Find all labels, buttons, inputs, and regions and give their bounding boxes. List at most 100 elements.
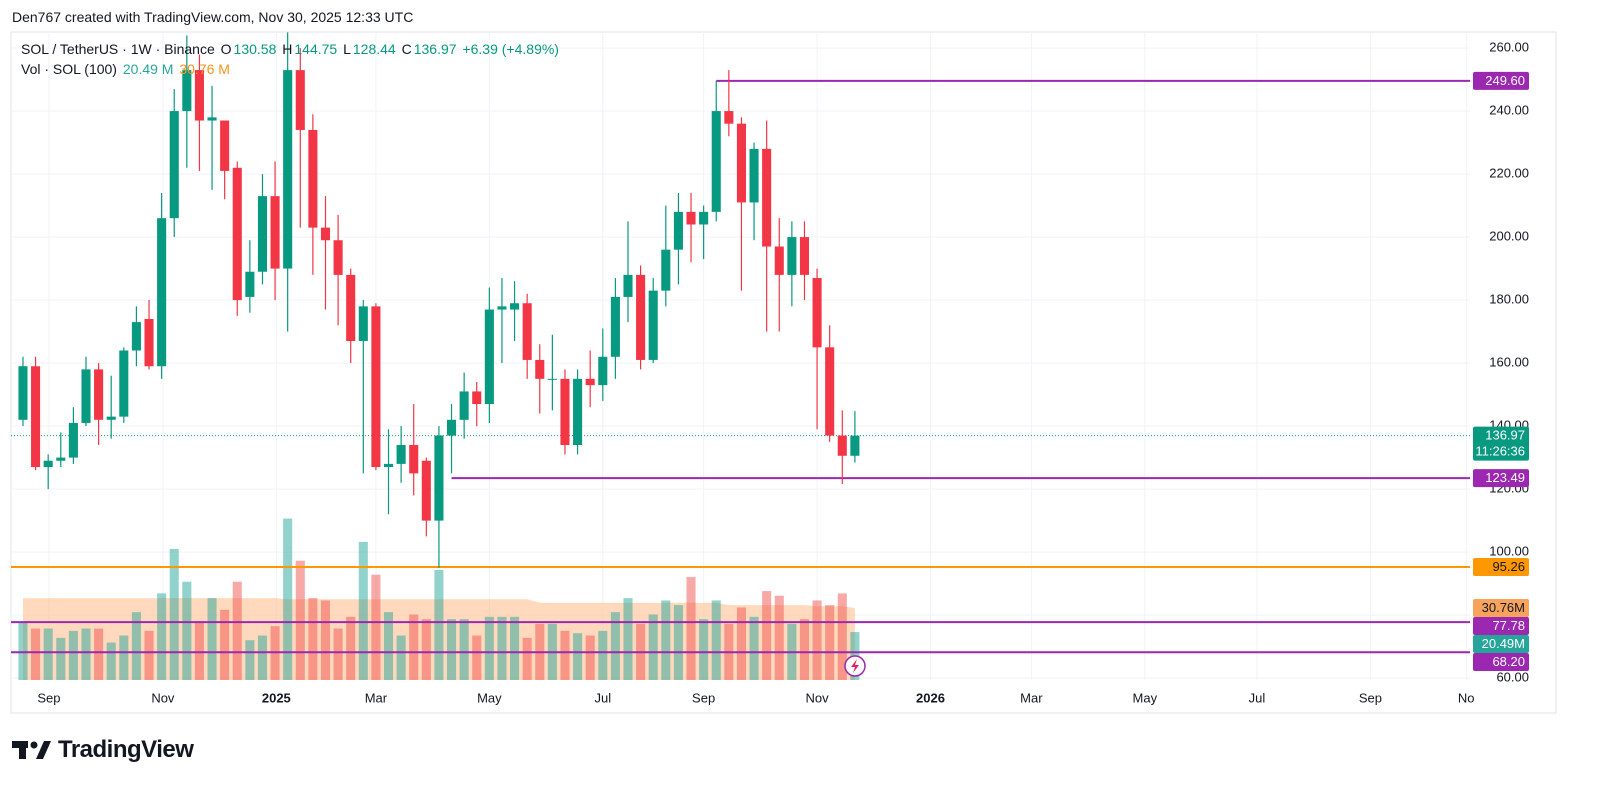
volume-bar [333,628,343,680]
candle-body [106,416,116,420]
volume-bar [220,609,230,680]
change: +6.39 (+4.89%) [462,41,559,57]
volume-bar [31,628,41,680]
volume-bar [421,619,431,680]
candle-body [383,463,394,468]
candle-body [346,274,356,342]
candle-body [131,322,141,351]
candle-body [421,460,431,521]
ohlc-key: L [343,41,351,57]
candle-body [837,435,847,456]
y-tick-label: 180.00 [1489,292,1529,307]
candle-body [522,303,532,360]
candle-body [812,278,822,348]
y-tick-label: 60.00 [1496,670,1529,685]
volume-bar [774,595,784,680]
volume-bar [585,635,595,680]
volume-bar [94,628,104,680]
levels [11,79,1470,654]
volume-bar [346,616,356,680]
candle-body [661,249,671,291]
price-tag-label: 68.20 [1492,654,1525,669]
candle-body [762,148,772,247]
candle-body [825,347,835,436]
candle-body [257,196,268,272]
volume-bar [762,591,772,680]
price-tag: 249.60 [1473,71,1529,90]
price-tag: 123.49 [1473,469,1529,488]
candle-body [472,391,482,405]
volume-bar [459,619,469,680]
candle-body [119,350,129,417]
candle-body [68,422,78,458]
price-tag-label: 20.49M [1482,636,1525,651]
candle-body [711,111,721,212]
volume-bar [749,616,759,680]
ohlc-value: 128.44 [352,41,396,57]
x-tick-label: Sep [1359,690,1382,705]
price-tag-label: 249.60 [1485,73,1525,88]
candle-body [484,309,494,405]
candle-body [43,460,53,468]
volume-bar [295,560,305,680]
price-tag: 30.76M [1473,599,1529,618]
y-tick-label: 240.00 [1489,103,1529,118]
volume-legend: Vol · SOL (100) 20.49 M 30.76 M [21,61,232,77]
volume-bar [623,598,633,680]
candle-body [774,246,784,275]
candle-body [787,237,797,275]
volume-bar [18,621,28,680]
volume-bar [673,605,683,680]
candle-body [547,378,557,380]
candles [18,32,860,568]
volume-bar [699,619,709,680]
price-tag-label: 77.78 [1492,618,1525,633]
price-tag-bg [1473,635,1529,654]
brand: TradingView [58,736,194,763]
header: Den767 created with TradingView.com, Nov… [12,9,414,25]
candle-body [31,366,41,468]
candle-body [144,318,154,367]
x-tick-label: Jul [594,690,611,705]
volume-bar [661,600,671,680]
volume-bar [283,518,293,680]
volume-bar [825,605,835,680]
ohlc-value: 136.97 [413,41,457,57]
ohlc-key: H [282,41,293,57]
candle-body [207,117,217,121]
volume-bar [686,577,696,680]
volume-bar [81,628,91,680]
candle-body [320,227,331,241]
volume-bar [383,612,394,680]
candle-body [283,70,293,269]
candle-body [308,129,318,228]
candle-body [799,237,810,275]
countdown: 11:26:36 [1475,444,1525,459]
price-tag-label: 123.49 [1485,470,1525,485]
candle-body [94,369,104,420]
volume-bar [812,600,822,680]
volume-bar [245,640,255,680]
x-tick-label: Sep [692,690,715,705]
x-tick-label: 2026 [916,690,945,705]
volume-title: Vol · SOL (100) [21,61,117,77]
volume-bar [573,633,583,680]
candle-body [18,366,28,420]
candle-body [585,378,595,386]
price-tag-bg [1473,617,1529,636]
volume-bar [484,616,494,680]
volume-bar [434,570,444,680]
brand-logo [12,741,51,759]
ohlc-key: O [220,41,232,57]
candle-body [396,444,406,464]
candle-body [560,378,570,445]
volume-bar [119,635,129,680]
candle-body [510,303,520,310]
candle-body [636,274,646,360]
candle-body [673,211,683,250]
volume-value: 20.49 M [122,61,174,77]
